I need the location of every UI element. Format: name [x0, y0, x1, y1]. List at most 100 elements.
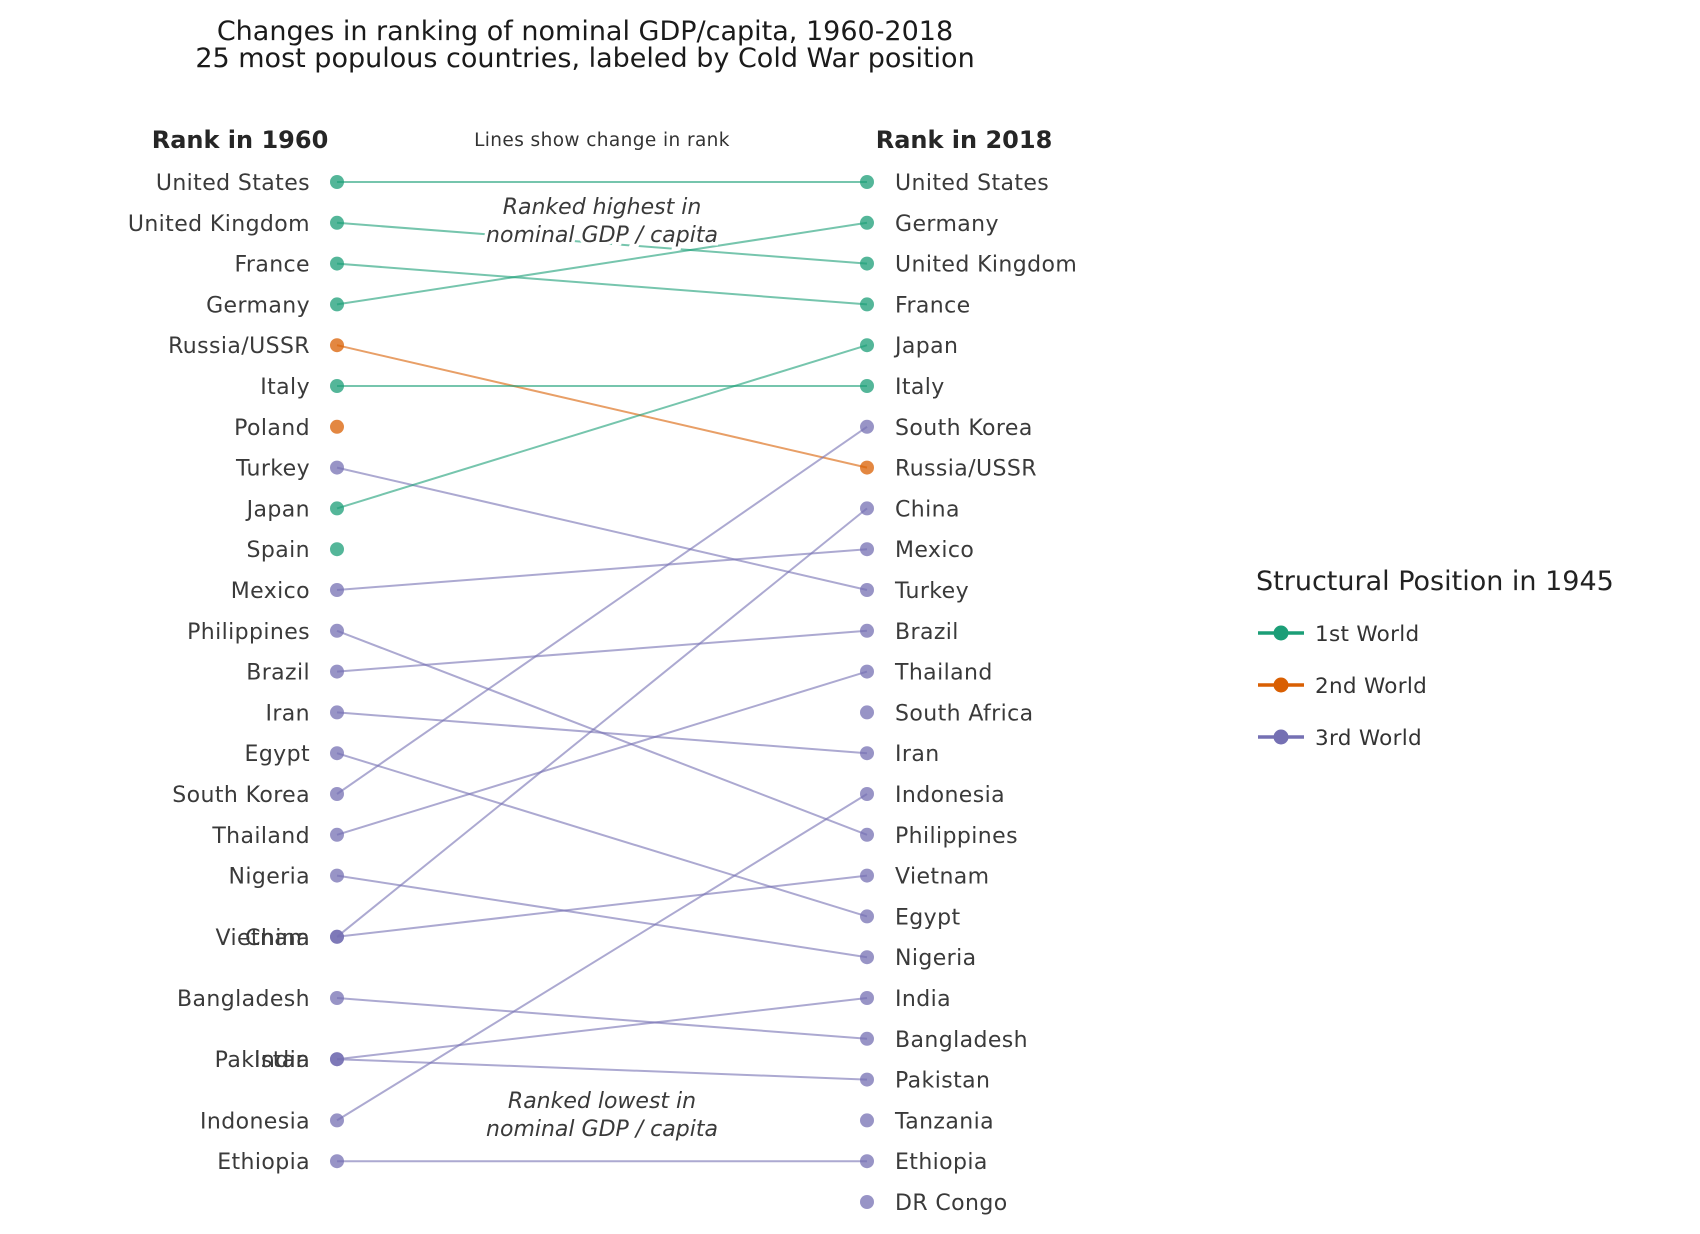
legend-label-2nd-world: 2nd World: [1315, 674, 1427, 699]
right-label-united-kingdom: United Kingdom: [895, 253, 1077, 278]
left-dot-iran: [330, 705, 344, 720]
right-label-south-korea: South Korea: [895, 416, 1033, 441]
left-label-iran: Iran: [265, 701, 310, 726]
right-label-nigeria: Nigeria: [895, 946, 977, 971]
right-dot-dr-congo: [860, 1195, 874, 1209]
right-dot-indonesia: [860, 787, 874, 801]
left-label-egypt: Egypt: [245, 742, 310, 767]
right-dot-france: [860, 297, 874, 312]
right-label-philippines: Philippines: [895, 824, 1018, 849]
left-dot-egypt: [330, 746, 344, 761]
country-labels: United States United Kingdom France Germany…: [128, 171, 1077, 1216]
left-label-china: China: [245, 926, 310, 951]
line-south-korea: [336, 425, 868, 795]
left-dot-japan: [330, 501, 344, 516]
left-label-brazil: Brazil: [246, 661, 310, 686]
left-dot-philippines: [330, 623, 344, 638]
right-label-india: India: [895, 987, 951, 1012]
left-label-france: France: [234, 253, 310, 278]
line-turkey: [336, 466, 868, 591]
right-dot-turkey: [860, 583, 874, 597]
line-united-kingdom: [336, 221, 868, 265]
legend-marker-3rd-world: [1273, 729, 1289, 745]
legend-marker-2nd-world: [1273, 677, 1289, 693]
right-label-brazil: Brazil: [895, 620, 959, 645]
left-label-philippines: Philippines: [187, 620, 310, 645]
right-dot-nigeria: [860, 950, 874, 965]
right-dot-germany: [860, 215, 874, 230]
left-dot-bangladesh: [330, 991, 344, 1005]
left-label-bangladesh: Bangladesh: [177, 987, 310, 1012]
left-dot-united-kingdom: [330, 215, 344, 230]
legend-label-3rd-world: 3rd World: [1315, 726, 1422, 751]
line-brazil: [336, 629, 868, 673]
right-label-iran: Iran: [895, 742, 940, 767]
right-dot-italy: [860, 379, 874, 393]
left-dot-germany: [330, 297, 344, 312]
right-label-vietnam: Vietnam: [895, 865, 990, 890]
left-dot-ethiopia: [330, 1154, 344, 1169]
right-dot-japan: [860, 338, 874, 353]
line-egypt: [336, 752, 868, 918]
left-label-india: India: [254, 1048, 310, 1073]
left-label-south-korea: South Korea: [172, 783, 310, 808]
left-dot-south-korea: [330, 787, 344, 801]
right-dot-mexico: [860, 542, 874, 557]
right-label-ethiopia: Ethiopia: [895, 1150, 988, 1175]
line-india: [336, 997, 868, 1061]
right-label-china: China: [895, 497, 960, 522]
right-dot-pakistan: [860, 1072, 874, 1087]
line-vietnam: [336, 874, 868, 938]
right-dot-india: [860, 991, 874, 1005]
left-dot-russia-ussr: [330, 338, 344, 353]
right-dot-brazil: [860, 623, 874, 638]
line-france: [336, 262, 868, 306]
chart-subtitle: 25 most populous countries, labeled by C…: [195, 43, 974, 74]
left-label-mexico: Mexico: [231, 579, 310, 604]
top-annotation-line-1: Ranked highest in: [503, 195, 702, 220]
right-label-indonesia: Indonesia: [895, 783, 1005, 808]
annotations: Ranked highest in nominal GDP / capita Ran…: [483, 192, 722, 1146]
left-dot-brazil: [330, 664, 344, 679]
right-dot-russia-ussr: [860, 460, 874, 475]
right-label-mexico: Mexico: [895, 538, 974, 563]
right-label-italy: Italy: [895, 375, 945, 400]
right-dot-china: [860, 501, 874, 516]
left-dot-china: [330, 929, 344, 944]
right-label-dr-congo: DR Congo: [895, 1191, 1008, 1216]
right-label-egypt: Egypt: [895, 905, 960, 930]
legend-label-1st-world: 1st World: [1315, 622, 1419, 647]
right-dot-vietnam: [860, 868, 874, 883]
line-china: [336, 507, 868, 938]
bottom-annotation-line-1: Ranked lowest in: [508, 1089, 696, 1114]
chart-title: Changes in ranking of nominal GDP/capita…: [217, 16, 953, 47]
legend-marker-1st-world: [1273, 625, 1289, 641]
left-label-germany: Germany: [206, 293, 310, 318]
legend: Structural Position in 1945 1st World 2nd…: [1256, 566, 1614, 751]
left-dot-turkey: [330, 460, 344, 475]
right-label-united-states: United States: [895, 171, 1049, 196]
left-label-russia-ussr: Russia/USSR: [168, 334, 310, 359]
line-thailand: [336, 670, 868, 836]
left-label-united-states: United States: [156, 171, 310, 196]
right-dot-tanzania: [860, 1113, 874, 1128]
left-dot-france: [330, 256, 344, 271]
left-label-nigeria: Nigeria: [228, 865, 310, 890]
left-dot-mexico: [330, 583, 344, 597]
left-dot-united-states: [330, 175, 344, 189]
legend-items: 1st World 2nd World 3rd World: [1258, 622, 1427, 751]
line-russia-ussr: [336, 344, 868, 469]
line-mexico: [336, 548, 868, 591]
left-label-poland: Poland: [234, 416, 310, 441]
left-dot-spain: [330, 542, 344, 557]
right-column-header: Rank in 2018: [876, 126, 1053, 154]
right-dot-united-states: [860, 175, 874, 189]
left-dot-thailand: [330, 827, 344, 842]
right-label-pakistan: Pakistan: [895, 1069, 990, 1094]
line-pakistan: [336, 1058, 868, 1081]
left-dot-india: [330, 1052, 344, 1067]
line-iran: [336, 711, 868, 755]
left-label-pakistan: Pakistan: [215, 1048, 310, 1073]
left-label-ethiopia: Ethiopia: [217, 1150, 310, 1175]
